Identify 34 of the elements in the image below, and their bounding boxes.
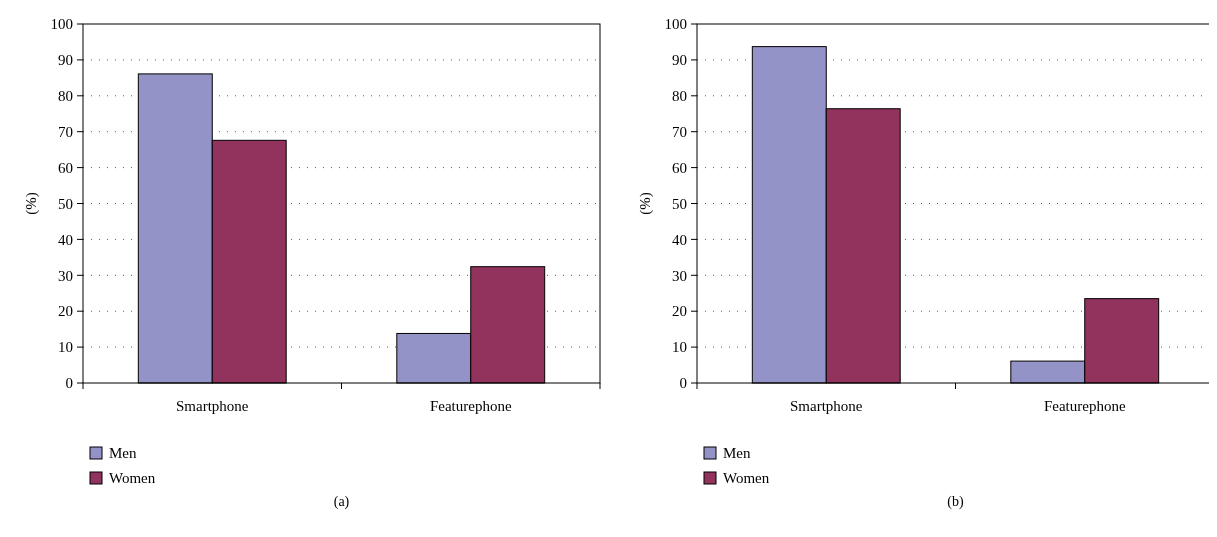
- y-tick-label: 40: [672, 231, 687, 248]
- y-tick-label: 80: [58, 88, 73, 105]
- y-tick-label: 60: [672, 159, 687, 176]
- x-tick-label: Smartphone: [790, 398, 863, 414]
- y-tick-label: 20: [58, 303, 73, 320]
- y-tick-label: 10: [672, 339, 687, 356]
- y-tick-label: 0: [679, 375, 687, 392]
- legend-label: Women: [109, 470, 156, 487]
- legend-label: Men: [723, 445, 751, 462]
- y-tick-label: 10: [58, 339, 73, 356]
- text: (b): [947, 494, 964, 510]
- legend-label: Women: [723, 470, 770, 487]
- y-tick-label: 90: [58, 52, 73, 69]
- y-tick-label: 100: [664, 16, 687, 33]
- x-tick-label: Smartphone: [176, 398, 249, 414]
- y-tick-label: 60: [58, 159, 73, 176]
- y-tick-label: 30: [672, 267, 687, 284]
- y-axis-title: (%): [23, 192, 41, 215]
- y-tick-label: 50: [672, 195, 687, 212]
- y-tick-label: 0: [65, 375, 73, 392]
- y-tick-label: 80: [672, 88, 687, 105]
- x-tick-label: Featurephone: [1043, 398, 1126, 414]
- text: (a): [333, 494, 350, 510]
- y-axis-title: (%): [637, 192, 655, 215]
- y-tick-label: 70: [58, 123, 73, 140]
- y-tick-label: 50: [58, 195, 73, 212]
- y-tick-label: 20: [672, 303, 687, 320]
- y-tick-label: 90: [672, 52, 687, 69]
- legend-label: Men: [109, 445, 137, 462]
- y-tick-label: 100: [50, 16, 73, 33]
- y-tick-label: 70: [672, 123, 687, 140]
- x-tick-label: Featurephone: [429, 398, 512, 414]
- y-tick-label: 40: [58, 231, 73, 248]
- y-tick-label: 30: [58, 267, 73, 284]
